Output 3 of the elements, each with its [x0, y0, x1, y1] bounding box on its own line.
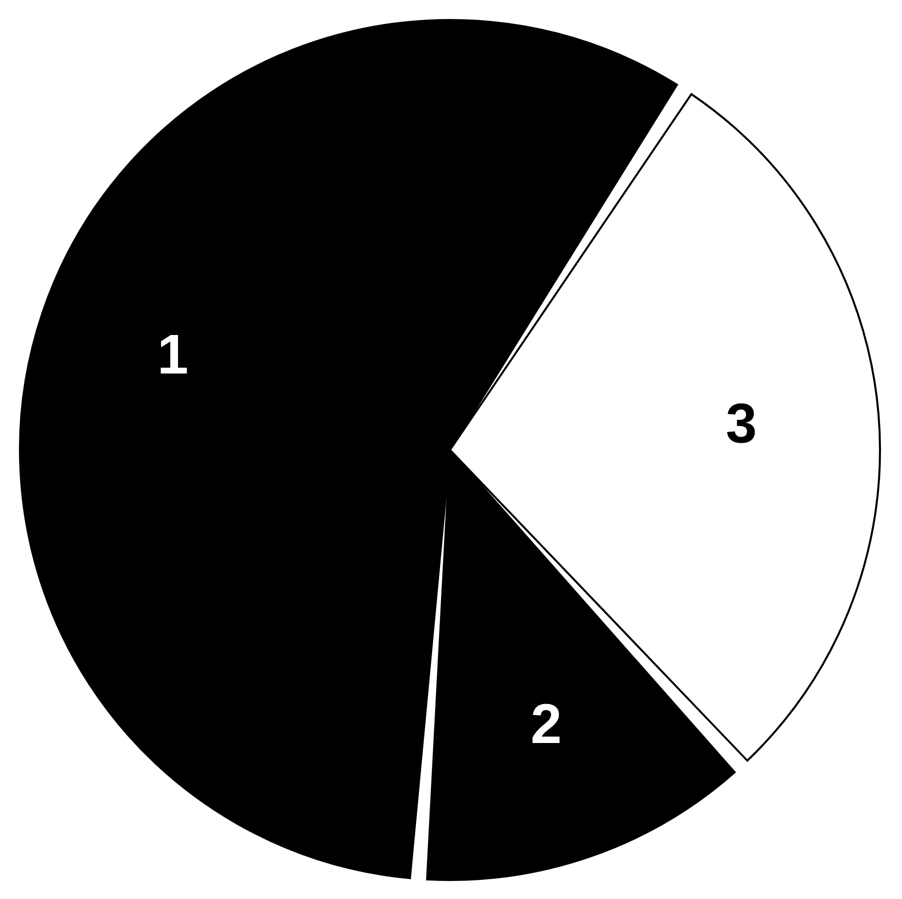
slice-label: 3 [726, 392, 757, 455]
slice-label: 1 [157, 322, 188, 386]
slice-label: 2 [530, 692, 562, 756]
